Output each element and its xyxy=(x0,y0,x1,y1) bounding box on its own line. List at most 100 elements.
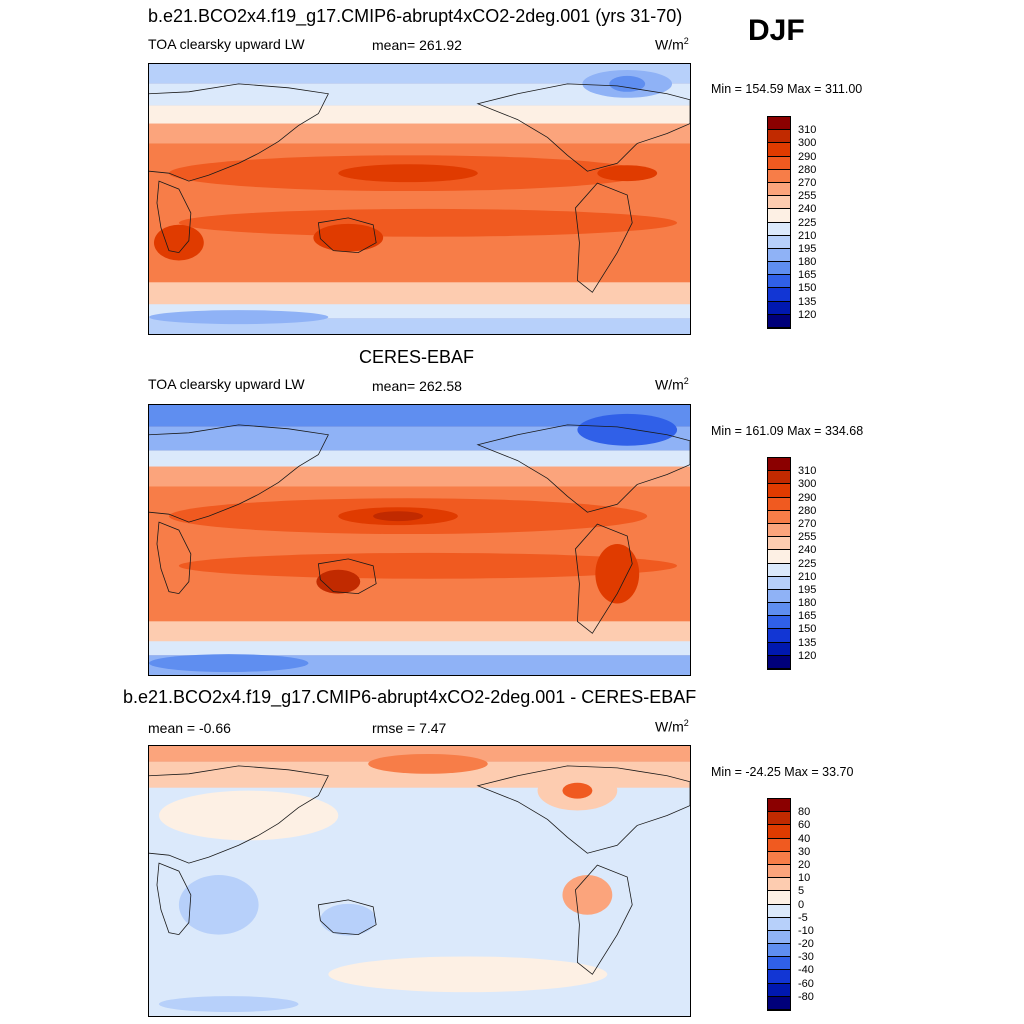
season-label: DJF xyxy=(748,14,805,47)
colorbar-tick-label: 180 xyxy=(798,256,817,269)
colorbar-swatch xyxy=(768,655,790,669)
colorbar-swatch xyxy=(768,169,790,183)
colorbar-swatch xyxy=(768,209,790,223)
colorbar-swatch xyxy=(768,891,790,905)
panel1-variable-label: TOA clearsky upward LW xyxy=(148,36,305,52)
colorbar-swatch xyxy=(768,458,790,472)
colorbar-tick-label: -80 xyxy=(798,990,814,1003)
colorbar-tick-label: 270 xyxy=(798,176,817,189)
colorbar-tick-label: -60 xyxy=(798,977,814,990)
colorbar-swatch xyxy=(768,156,790,170)
colorbar-tick-label: 165 xyxy=(798,610,817,623)
colorbar-tick-label: 300 xyxy=(798,478,817,491)
panel3-rmse-label: rmse = 7.47 xyxy=(372,720,447,736)
colorbar-swatch xyxy=(768,996,790,1010)
colorbar-tick-label: 280 xyxy=(798,504,817,517)
colorbar-swatch xyxy=(768,825,790,839)
panel3-colorbar xyxy=(767,798,791,1011)
colorbar-swatch xyxy=(768,248,790,263)
colorbar-swatch xyxy=(768,275,790,289)
panel2-units: W/m2 xyxy=(655,376,689,393)
colorbar-tick-label: 240 xyxy=(798,203,817,216)
colorbar-swatch xyxy=(768,182,790,197)
colorbar-tick-label: 225 xyxy=(798,216,817,229)
colorbar-swatch xyxy=(768,523,790,538)
colorbar-swatch xyxy=(768,235,790,249)
colorbar-swatch xyxy=(768,301,790,315)
colorbar-tick-label: -10 xyxy=(798,924,814,937)
colorbar-swatch xyxy=(768,589,790,604)
colorbar-tick-label: 80 xyxy=(798,806,811,819)
colorbar-swatch xyxy=(768,904,790,918)
colorbar-swatch xyxy=(768,576,790,590)
colorbar-tick-label: 210 xyxy=(798,229,817,242)
panel2-colorbar xyxy=(767,457,791,670)
panel3-title: b.e21.BCO2x4.f19_g17.CMIP6-abrupt4xCO2-2… xyxy=(123,687,697,707)
colorbar-swatch xyxy=(768,799,790,813)
colorbar-tick-label: 290 xyxy=(798,150,817,163)
colorbar-swatch xyxy=(768,983,790,997)
colorbar-tick-label: 290 xyxy=(798,491,817,504)
colorbar-tick-label: 165 xyxy=(798,269,817,282)
colorbar-tick-label: -5 xyxy=(798,911,808,924)
panel3-map xyxy=(148,745,691,1017)
colorbar-swatch xyxy=(768,851,790,865)
colorbar-swatch xyxy=(768,130,790,144)
panel3-minmax: Min = -24.25 Max = 33.70 xyxy=(711,765,854,779)
colorbar-tick-label: 5 xyxy=(798,885,805,898)
panel1-colorbar xyxy=(767,116,791,329)
colorbar-swatch xyxy=(768,878,790,892)
colorbar-tick-label: 20 xyxy=(798,858,811,871)
colorbar-swatch xyxy=(768,262,790,276)
colorbar-swatch xyxy=(768,537,790,551)
colorbar-swatch xyxy=(768,930,790,945)
colorbar-tick-label: -30 xyxy=(798,951,814,964)
colorbar-swatch xyxy=(768,117,790,131)
colorbar-tick-label: 180 xyxy=(798,597,817,610)
colorbar-swatch xyxy=(768,917,790,931)
colorbar-tick-label: 195 xyxy=(798,583,817,596)
colorbar-swatch xyxy=(768,603,790,617)
colorbar-swatch xyxy=(768,616,790,630)
colorbar-tick-label: 195 xyxy=(798,242,817,255)
colorbar-swatch xyxy=(768,288,790,302)
colorbar-tick-label: 150 xyxy=(798,282,817,295)
colorbar-swatch xyxy=(768,196,790,210)
panel2-variable-label: TOA clearsky upward LW xyxy=(148,376,305,392)
colorbar-tick-label: 270 xyxy=(798,517,817,530)
colorbar-swatch xyxy=(768,484,790,498)
colorbar-tick-label: -40 xyxy=(798,964,814,977)
colorbar-tick-label: 310 xyxy=(798,465,817,478)
colorbar-swatch xyxy=(768,864,790,879)
panel1-map xyxy=(148,63,691,335)
colorbar-swatch xyxy=(768,642,790,656)
panel1-minmax: Min = 154.59 Max = 311.00 xyxy=(711,82,863,96)
colorbar-swatch xyxy=(768,629,790,643)
colorbar-swatch xyxy=(768,944,790,958)
colorbar-tick-label: 150 xyxy=(798,623,817,636)
colorbar-tick-label: 0 xyxy=(798,898,805,911)
colorbar-swatch xyxy=(768,314,790,328)
colorbar-tick-label: 280 xyxy=(798,163,817,176)
colorbar-swatch xyxy=(768,563,790,577)
colorbar-swatch xyxy=(768,510,790,524)
colorbar-tick-label: -20 xyxy=(798,938,814,951)
colorbar-swatch xyxy=(768,970,790,984)
panel2-title: CERES-EBAF xyxy=(359,347,475,367)
colorbar-tick-label: 210 xyxy=(798,570,817,583)
panel3-mean-label: mean = -0.66 xyxy=(148,720,231,736)
panel1-title: b.e21.BCO2x4.f19_g17.CMIP6-abrupt4xCO2-2… xyxy=(148,6,683,26)
panel2-minmax: Min = 161.09 Max = 334.68 xyxy=(711,424,864,438)
panel1-mean-label: mean= 261.92 xyxy=(372,37,462,53)
colorbar-tick-label: 30 xyxy=(798,845,811,858)
colorbar-swatch xyxy=(768,222,790,236)
colorbar-swatch xyxy=(768,143,790,157)
colorbar-swatch xyxy=(768,812,790,826)
colorbar-swatch xyxy=(768,838,790,852)
colorbar-tick-label: 60 xyxy=(798,819,811,832)
colorbar-swatch xyxy=(768,957,790,971)
colorbar-tick-label: 225 xyxy=(798,557,817,570)
colorbar-tick-label: 310 xyxy=(798,124,817,137)
colorbar-tick-label: 255 xyxy=(798,531,817,544)
panel2-mean-label: mean= 262.58 xyxy=(372,378,462,394)
